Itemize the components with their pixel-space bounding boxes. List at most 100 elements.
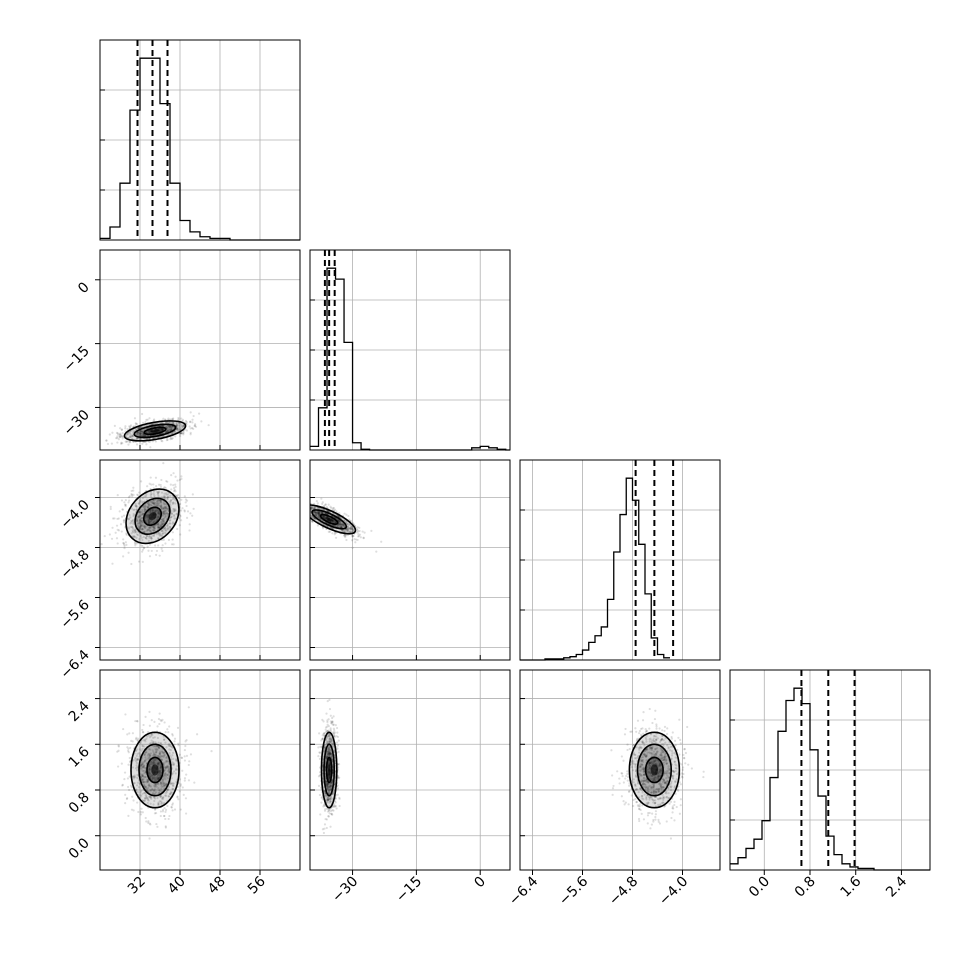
sample-point [139, 519, 142, 523]
sample-point [178, 425, 181, 428]
sample-point [165, 808, 168, 811]
sample-point [163, 424, 166, 427]
sample-point [169, 749, 172, 752]
sample-point [189, 420, 192, 423]
sample-point [126, 797, 129, 800]
sample-point [160, 507, 163, 510]
sample-point [123, 778, 126, 781]
sample-point [142, 523, 145, 527]
contour-level-0 [143, 426, 167, 436]
sample-point [183, 779, 186, 782]
sample-point [668, 802, 671, 805]
sample-point [328, 754, 331, 757]
sample-point [166, 804, 169, 808]
sample-point [333, 735, 336, 739]
sample-point [163, 510, 166, 513]
sample-point [160, 750, 164, 753]
sample-point [159, 781, 162, 785]
sample-point [155, 509, 158, 512]
sample-point [147, 730, 150, 734]
sample-point [157, 777, 160, 780]
sample-point [193, 781, 196, 784]
sample-point [328, 738, 331, 741]
sample-point [338, 520, 341, 523]
sample-point [650, 791, 653, 794]
sample-point [146, 505, 149, 508]
sample-point [332, 804, 335, 808]
sample-point [133, 531, 136, 534]
sample-point [129, 525, 132, 529]
sample-point [123, 543, 126, 546]
sample-point [179, 533, 182, 536]
sample-point [124, 503, 127, 506]
sample-point [358, 529, 361, 533]
sample-point [125, 797, 128, 801]
sample-point [157, 512, 161, 515]
sample-point [141, 766, 144, 769]
sample-point [154, 811, 158, 815]
sample-point [122, 542, 125, 545]
sample-point [149, 752, 153, 755]
sample-point [142, 546, 146, 550]
sample-point [632, 760, 635, 763]
sample-point [329, 754, 333, 757]
sample-point [349, 527, 352, 530]
sample-point [335, 510, 338, 513]
sample-point [148, 756, 152, 759]
sample-point [153, 785, 157, 788]
sample-point [642, 767, 645, 771]
sample-point [166, 773, 169, 776]
sample-point [118, 435, 121, 438]
sample-point [657, 790, 661, 793]
sample-point [332, 521, 335, 524]
sample-point [640, 768, 643, 771]
sample-point [136, 519, 139, 522]
sample-point [172, 510, 175, 513]
sample-point [139, 794, 142, 797]
sample-point [151, 504, 154, 507]
sample-point [129, 435, 133, 439]
sample-point [138, 433, 141, 436]
sample-point [338, 763, 341, 766]
sample-point [177, 742, 180, 745]
sample-point [157, 803, 160, 806]
sample-point [159, 750, 162, 753]
sample-point [149, 525, 152, 528]
sample-point [180, 509, 183, 512]
sample-point [660, 757, 664, 760]
sample-point [148, 536, 151, 539]
sample-point [153, 418, 156, 421]
sample-point [128, 425, 131, 428]
sample-point [343, 530, 346, 533]
sample-point [356, 538, 359, 542]
sample-point [642, 711, 645, 714]
sample-point [144, 715, 147, 718]
sample-point [134, 504, 137, 507]
sample-point [160, 505, 163, 508]
sample-point [117, 749, 120, 752]
sample-point [357, 530, 360, 533]
sample-point [126, 777, 130, 780]
sample-point [163, 519, 166, 522]
sample-point [651, 721, 654, 725]
sample-point [157, 717, 161, 721]
sample-point [142, 764, 145, 767]
sample-point [100, 543, 103, 546]
sample-point [326, 786, 330, 789]
sample-point [330, 754, 334, 758]
sample-point [164, 766, 167, 769]
sample-point [172, 507, 175, 511]
sample-point [142, 731, 145, 734]
sample-point [328, 698, 331, 701]
sample-point [179, 784, 182, 787]
sample-point [314, 512, 318, 515]
sample-point [161, 522, 164, 525]
sample-point [678, 812, 681, 815]
sample-point [671, 775, 674, 778]
sample-point [162, 507, 165, 511]
sample-point [158, 751, 161, 755]
sample-point [135, 764, 138, 767]
sample-point [159, 782, 162, 786]
sample-point [157, 526, 160, 529]
sample-point [143, 760, 146, 763]
